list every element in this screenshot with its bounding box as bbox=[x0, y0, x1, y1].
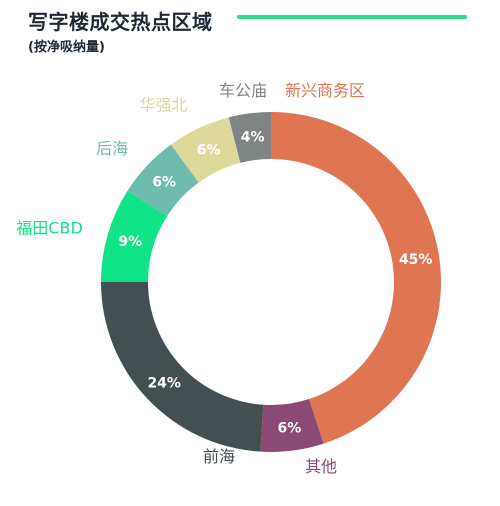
slice-value-label-2: 6% bbox=[277, 420, 301, 436]
donut-slice-2 bbox=[260, 398, 324, 452]
title-accent-line bbox=[237, 15, 467, 19]
slice-value-label-1: 45% bbox=[399, 252, 433, 268]
donut-slice-3 bbox=[101, 282, 264, 452]
slice-value-label-6: 6% bbox=[197, 142, 221, 158]
slice-value-label-4: 9% bbox=[118, 234, 142, 250]
slice-category-label-7: 车公庙 bbox=[219, 81, 267, 100]
donut-slice-1 bbox=[271, 112, 441, 444]
chart-subtitle: (按净吸纳量) bbox=[28, 40, 105, 55]
slice-category-label-1: 新兴商务区 bbox=[285, 81, 365, 100]
donut-slice-4 bbox=[101, 190, 168, 282]
donut-slice-6 bbox=[171, 117, 241, 183]
slice-category-label-6: 华强北 bbox=[140, 96, 188, 115]
slice-category-label-4: 福田CBD bbox=[16, 218, 82, 237]
chart-title: 写字楼成交热点区域 bbox=[28, 10, 213, 34]
slice-category-label-3: 前海 bbox=[203, 447, 235, 466]
slice-value-label-3: 24% bbox=[147, 375, 181, 391]
donut-slice-5 bbox=[127, 144, 199, 217]
slice-value-label-5: 6% bbox=[152, 175, 176, 191]
slice-value-label-7: 4% bbox=[241, 130, 265, 146]
donut-slice-7 bbox=[228, 112, 271, 163]
slice-category-label-5: 后海 bbox=[96, 139, 128, 158]
slice-category-label-2: 其他 bbox=[305, 457, 337, 476]
